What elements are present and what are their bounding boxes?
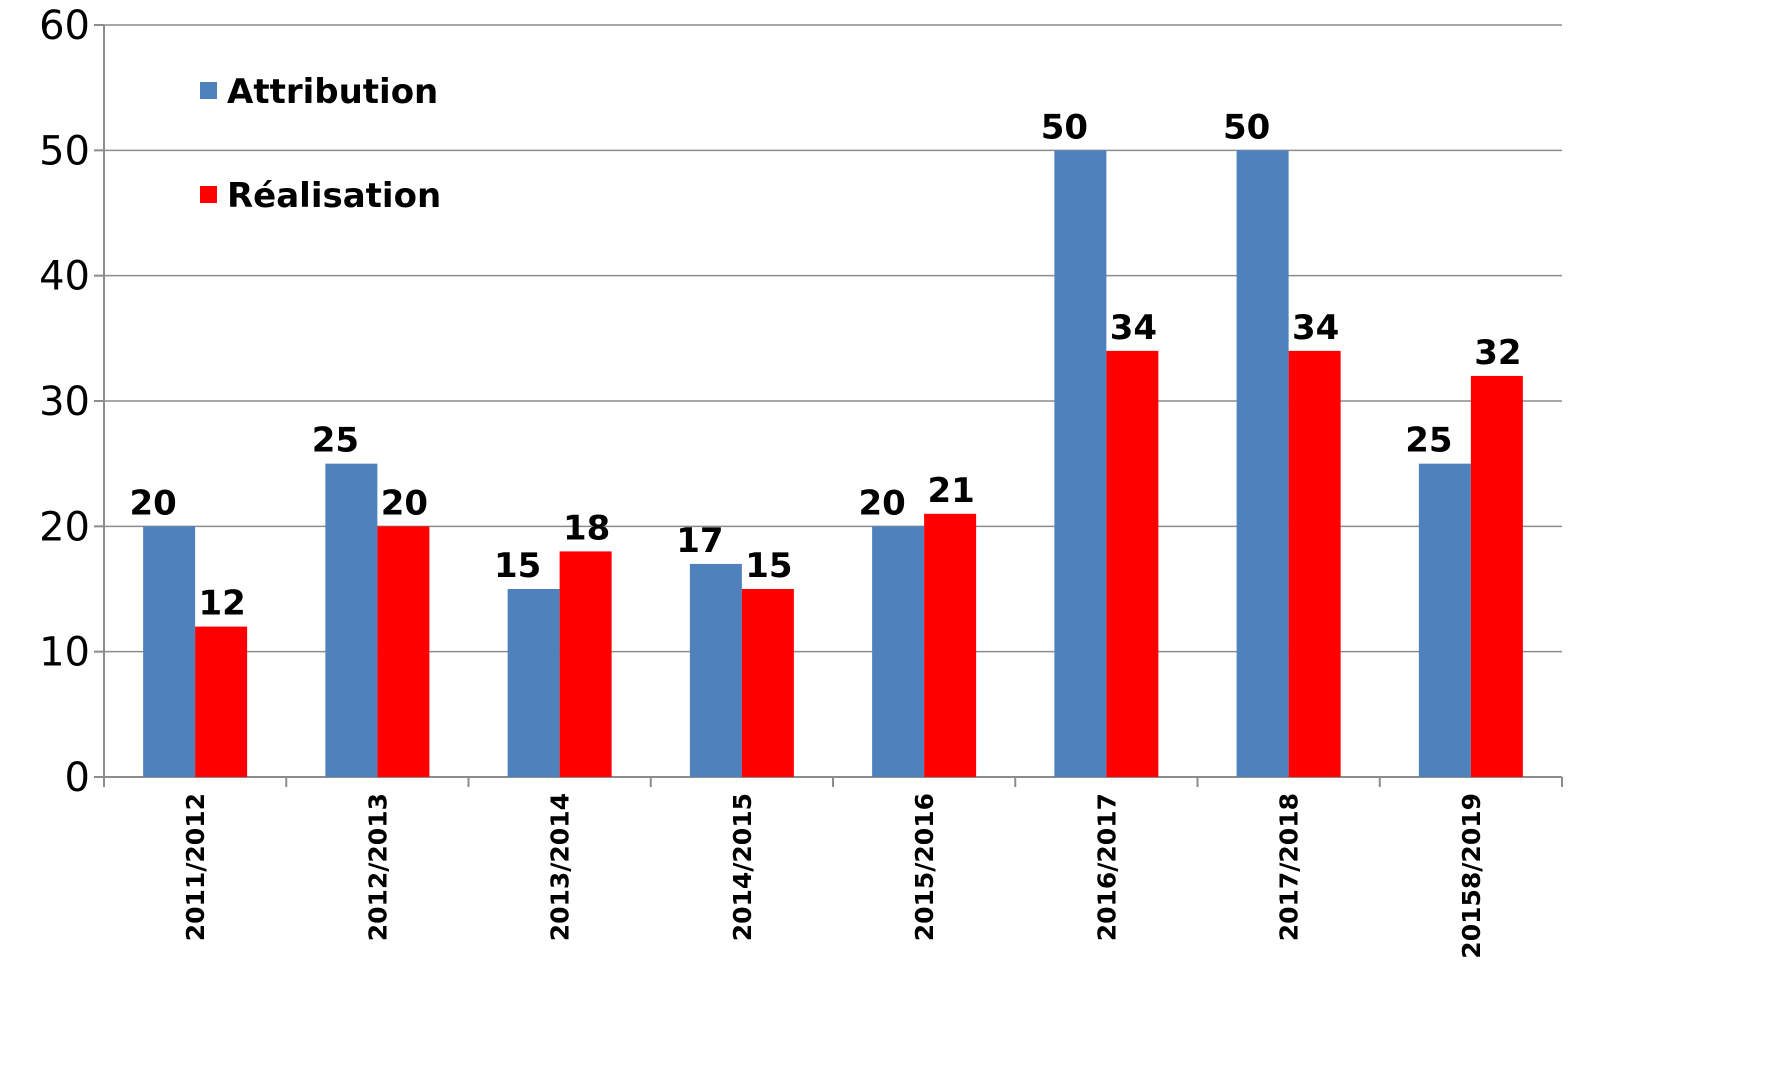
data-label: 20 xyxy=(129,483,176,523)
axes: 0 10 20 30 40 50 60 2011/2012 2012/2013 2013/2014… xyxy=(39,3,1563,959)
bar-realisation xyxy=(377,526,430,777)
legend-swatch xyxy=(200,82,217,99)
data-label: 34 xyxy=(1292,308,1339,348)
data-label: 34 xyxy=(1110,308,1157,348)
bar-attribution xyxy=(689,563,742,777)
bar-attribution xyxy=(507,589,560,777)
bar-realisation xyxy=(559,551,612,777)
data-label: 20 xyxy=(381,483,428,523)
y-tick-label: 30 xyxy=(39,379,90,425)
data-labels: 20 25 15 17 20 50 50 25 12 20 18 15 21 34 34 32 xyxy=(129,107,1521,623)
data-label: 32 xyxy=(1474,333,1521,373)
data-label: 15 xyxy=(494,546,541,586)
bar-attribution xyxy=(143,526,196,777)
data-label: 20 xyxy=(858,483,905,523)
x-tick-label: 2016/2017 xyxy=(1092,793,1121,941)
legend: Attribution Réalisation xyxy=(200,72,441,216)
x-tick-label: 2011/2012 xyxy=(181,793,210,941)
bar-realisation xyxy=(1288,350,1341,777)
bar-attribution xyxy=(1236,150,1289,778)
bar-realisation xyxy=(1470,375,1523,777)
y-tick-label: 10 xyxy=(39,630,90,676)
bar-realisation xyxy=(1106,350,1159,777)
y-tick-label: 0 xyxy=(65,755,90,801)
legend-swatch xyxy=(200,186,217,203)
legend-label: Réalisation xyxy=(227,176,441,216)
bar-attribution xyxy=(1418,463,1471,777)
x-tick-label: 2014/2015 xyxy=(728,793,757,941)
data-label: 15 xyxy=(745,546,792,586)
bar-realisation xyxy=(924,513,977,777)
gridlines xyxy=(104,24,1562,653)
data-label: 17 xyxy=(676,521,723,561)
data-label: 25 xyxy=(1405,421,1452,461)
x-tick-label: 2012/2013 xyxy=(363,793,392,941)
bars xyxy=(143,150,1523,778)
x-tick-label: 2015/2016 xyxy=(910,793,939,941)
bar-attribution xyxy=(1054,150,1107,778)
y-tick-label: 20 xyxy=(39,504,90,550)
data-label: 50 xyxy=(1041,107,1088,147)
data-label: 12 xyxy=(198,584,245,624)
x-tick-label: 20158/2019 xyxy=(1457,793,1486,959)
bar-attribution xyxy=(325,463,378,777)
bar-realisation xyxy=(195,626,248,777)
bar-realisation xyxy=(741,589,794,777)
data-label: 21 xyxy=(927,471,974,511)
x-tick-label: 2013/2014 xyxy=(546,793,575,941)
legend-label: Attribution xyxy=(227,72,438,112)
data-label: 25 xyxy=(312,421,359,461)
y-tick-label: 40 xyxy=(39,254,90,300)
bar-attribution xyxy=(872,526,925,777)
y-tick-label: 50 xyxy=(39,128,90,174)
data-label: 50 xyxy=(1223,107,1270,147)
y-tick-label: 60 xyxy=(39,3,90,49)
x-tick-label: 2017/2018 xyxy=(1275,793,1304,941)
data-label: 18 xyxy=(563,508,610,548)
